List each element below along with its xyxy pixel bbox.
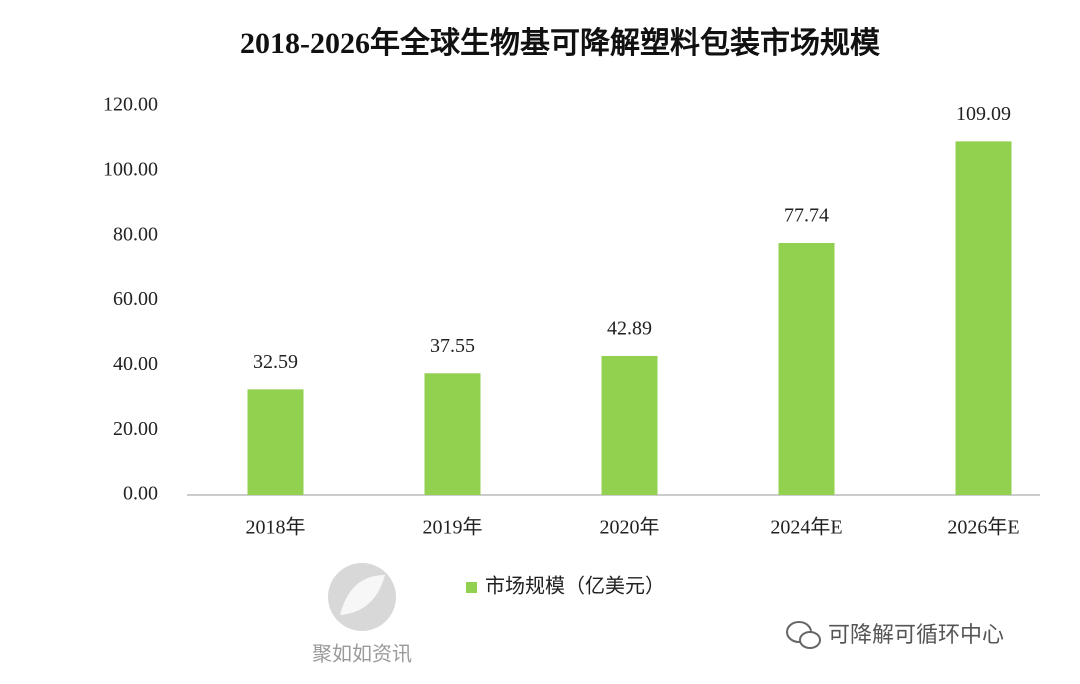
- x-tick-label: 2026年E: [947, 516, 1019, 539]
- y-tick-label: 20.00: [113, 418, 158, 440]
- legend-label: 市场规模（亿美元）: [485, 575, 665, 598]
- bar: [778, 242, 835, 495]
- chart-title: 2018-2026年全球生物基可降解塑料包装市场规模: [240, 26, 880, 60]
- watermark: 聚如如资讯: [312, 642, 412, 666]
- legend-swatch: [466, 582, 477, 593]
- y-tick-label: 60.00: [113, 288, 158, 310]
- data-label: 32.59: [253, 351, 298, 373]
- y-tick-label: 120.00: [103, 94, 158, 116]
- bar: [424, 373, 481, 495]
- wechat-icon: [786, 621, 821, 649]
- logo-watermark: [328, 563, 396, 631]
- x-tick-label: 2018年: [246, 516, 306, 539]
- data-label: 109.09: [956, 103, 1011, 125]
- x-tick-label: 2024年E: [770, 516, 842, 539]
- data-label: 77.74: [784, 205, 829, 227]
- y-tick-label: 40.00: [113, 353, 158, 375]
- bar: [955, 141, 1012, 495]
- bar: [601, 355, 658, 495]
- bar: [247, 389, 304, 495]
- data-label: 42.89: [607, 318, 652, 340]
- x-tick-label: 2019年: [423, 516, 483, 539]
- y-tick-label: 100.00: [103, 158, 158, 180]
- y-tick-label: 0.00: [123, 483, 158, 505]
- watermark: 可降解可循环中心: [828, 623, 1004, 648]
- y-tick-label: 80.00: [113, 223, 158, 245]
- data-label: 37.55: [430, 335, 475, 357]
- x-tick-label: 2020年: [600, 516, 660, 539]
